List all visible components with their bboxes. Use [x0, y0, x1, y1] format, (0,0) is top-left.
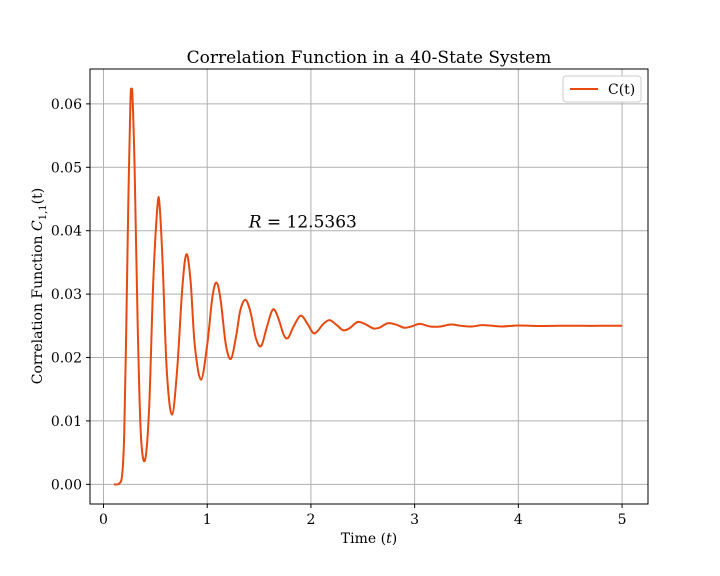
x-tick-label: 1	[203, 512, 212, 528]
y-tick-label: 0.00	[51, 477, 82, 493]
r-value-annotation: R = 12.5363	[248, 213, 357, 233]
x-tick-label: 2	[306, 512, 315, 528]
plot-area-frame	[89, 68, 649, 505]
legend: C(t)	[562, 75, 642, 103]
x-tick-label: 5	[618, 512, 627, 528]
series-layer	[113, 87, 623, 486]
y-tick-label: 0.03	[51, 287, 82, 303]
ticks-layer: 0 1 2 3 4 5 0.00 0.01 0.02 0.03 0.04 0.05 0.06	[51, 97, 627, 528]
grid-layer	[90, 69, 648, 504]
y-tick-label: 0.05	[51, 160, 82, 176]
legend-box	[562, 75, 642, 103]
x-tick-label: 4	[514, 512, 523, 528]
series-line-ct	[113, 87, 623, 486]
y-axis-label: Correlation Function C1,1(t)	[30, 188, 49, 384]
y-tick-label: 0.04	[51, 224, 82, 240]
chart-title: Correlation Function in a 40-State Syste…	[187, 48, 552, 68]
x-axis-label: Time (t)	[341, 531, 397, 547]
y-tick-label: 0.01	[51, 414, 82, 430]
y-tick-label: 0.02	[51, 351, 82, 367]
x-tick-label: 0	[99, 512, 108, 528]
y-tick-label: 0.06	[51, 97, 82, 113]
x-tick-label: 3	[410, 512, 419, 528]
legend-label: C(t)	[608, 82, 635, 98]
